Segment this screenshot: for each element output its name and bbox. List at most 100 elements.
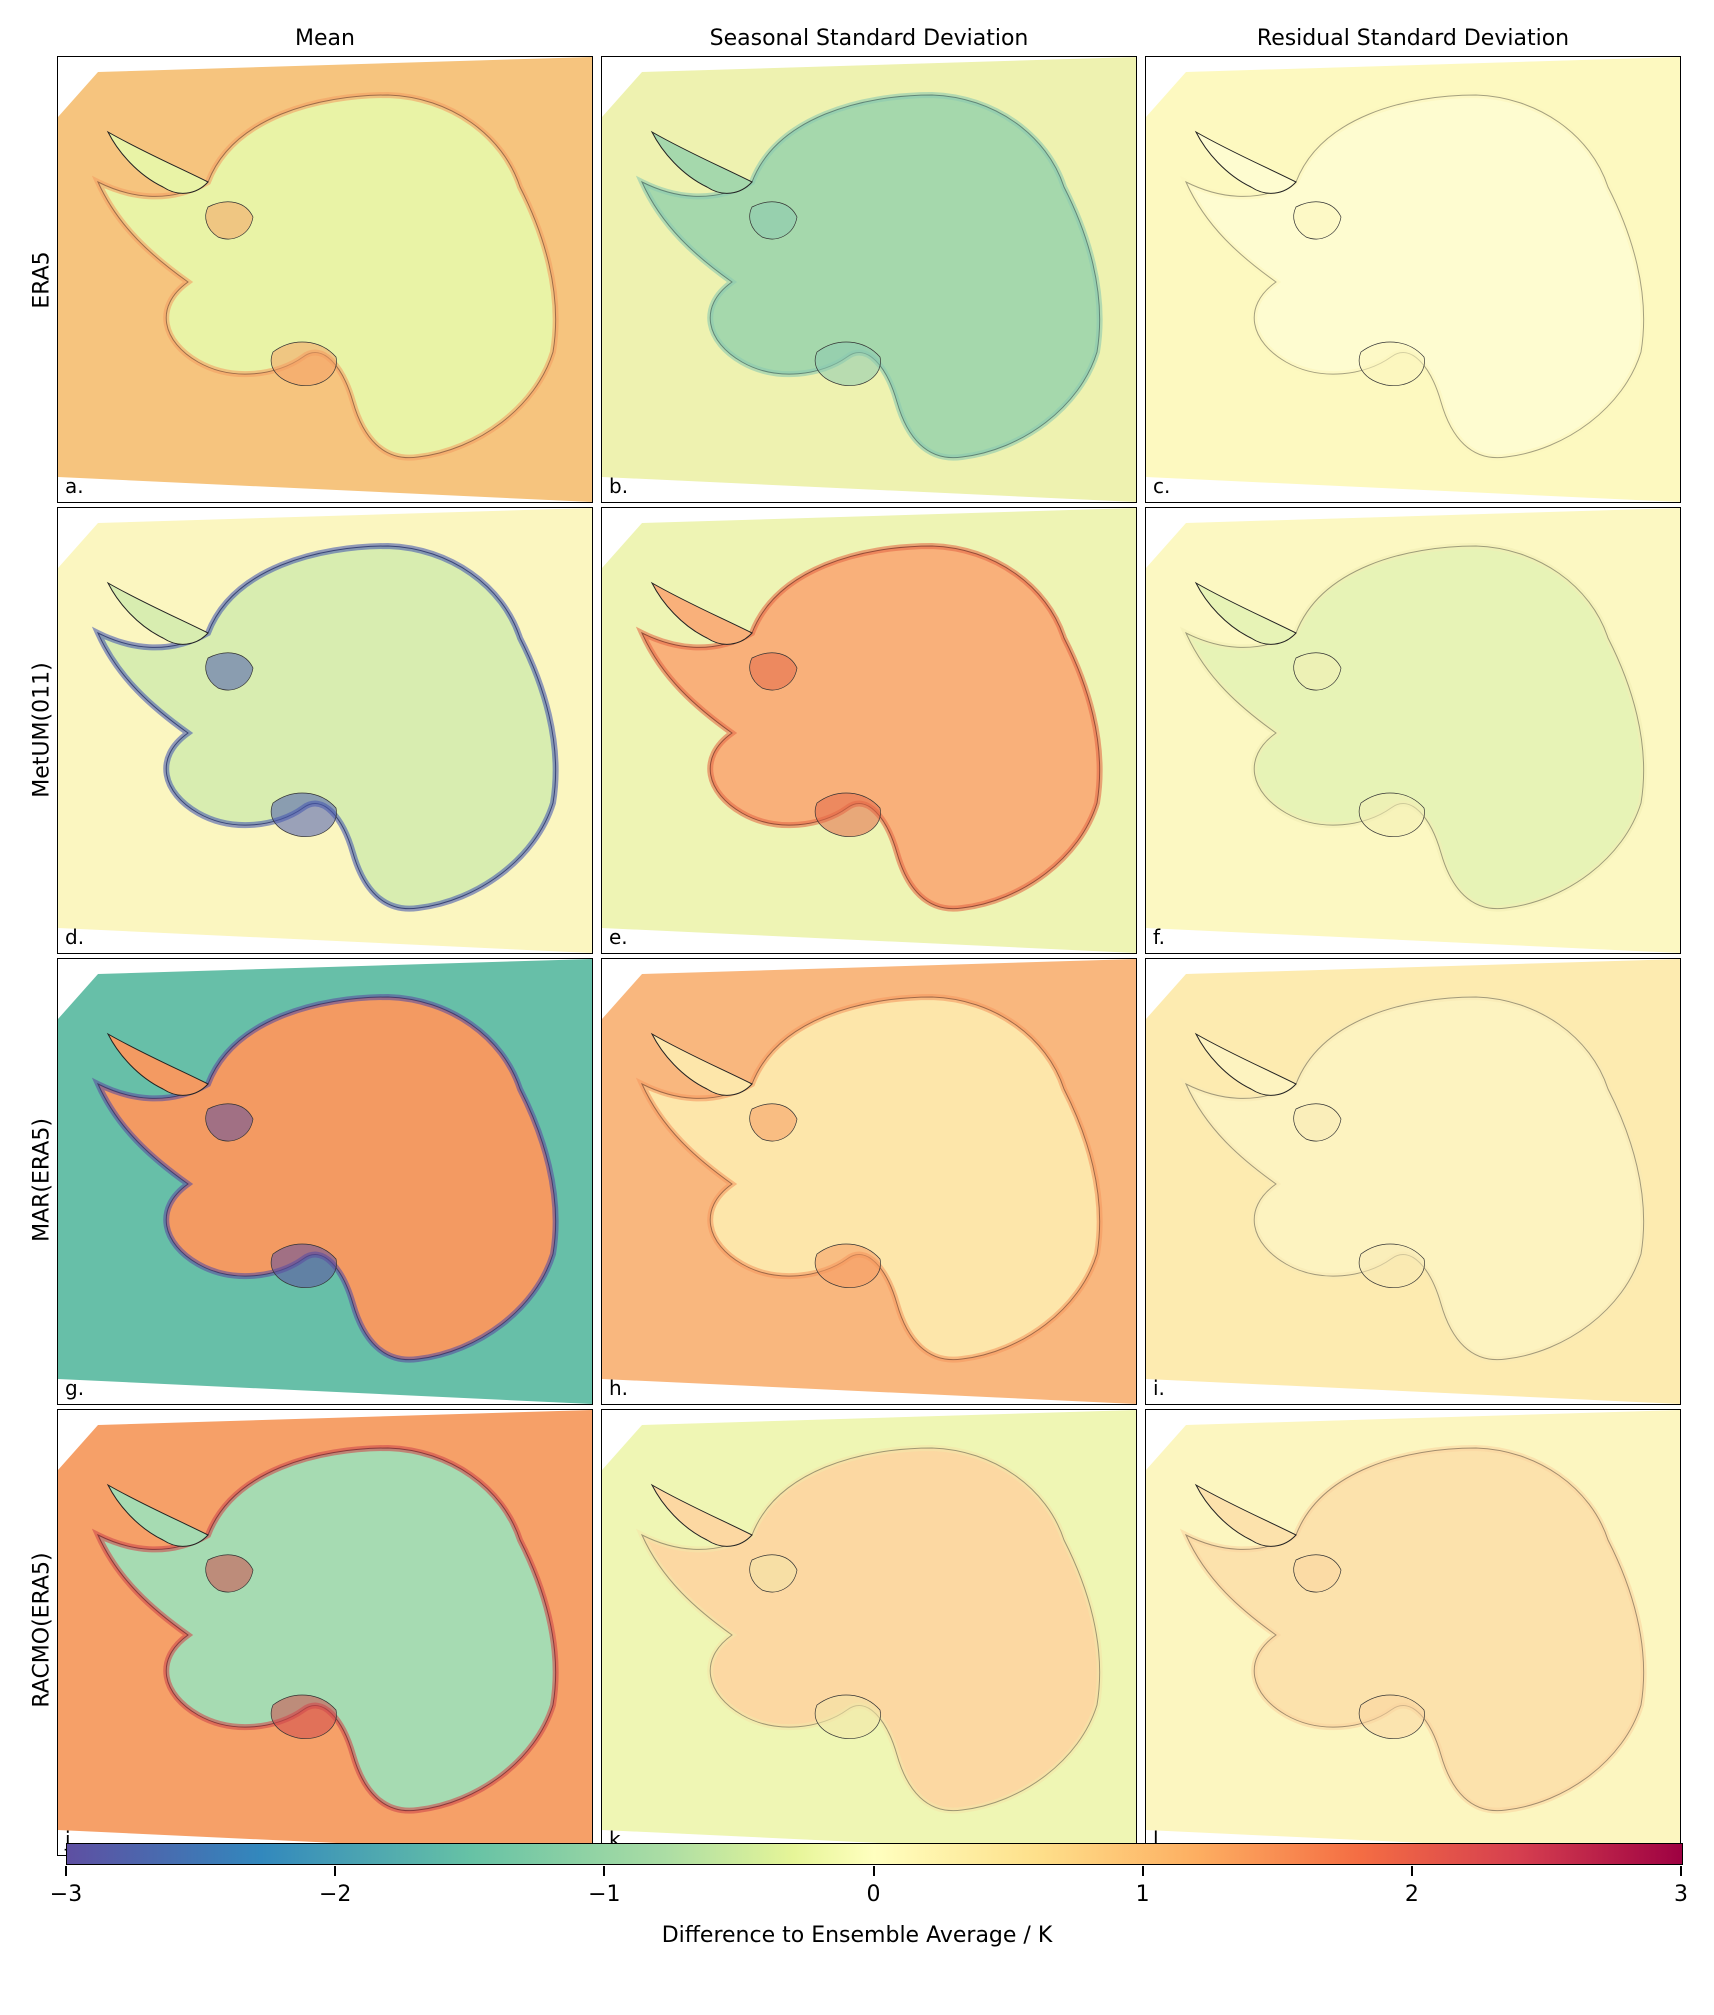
ice-shelf-0	[814, 1694, 881, 1740]
map-panel-c: c.	[1145, 56, 1681, 503]
panel-letter: j.	[65, 1827, 77, 1851]
coastal-edge	[1179, 91, 1647, 461]
map-panel-j: j.	[57, 1409, 593, 1856]
peninsula-shape	[650, 1032, 753, 1096]
ice-shelf-0	[270, 792, 337, 838]
column-title-seasonal-std: Seasonal Standard Deviation	[709, 26, 1029, 51]
ice-shelf-1	[749, 1103, 798, 1142]
coastal-edge	[635, 542, 1103, 912]
colorbar-tick-label: 3	[1674, 1882, 1688, 1907]
ice-shelf-1	[1293, 652, 1342, 691]
panel-letter: l.	[1153, 1827, 1165, 1851]
coastal-edge	[635, 1444, 1103, 1814]
ice-shelf-0	[270, 1243, 337, 1289]
coastal-edge	[1179, 1444, 1647, 1814]
panel-letter: e.	[609, 925, 628, 949]
coastal-edge	[91, 542, 559, 912]
ice-shelf-1	[749, 652, 798, 691]
colorbar-tick-label: −1	[588, 1882, 621, 1907]
ice-shelf-1	[205, 201, 254, 240]
colorbar-tick	[1410, 1866, 1413, 1876]
colorbar-label: Difference to Ensemble Average / K	[661, 1923, 1053, 1948]
map-panel-g: g.	[57, 958, 593, 1405]
antarctica-map	[602, 959, 1136, 1404]
antarctica-map	[1146, 959, 1680, 1404]
peninsula-shape	[106, 1483, 209, 1547]
ice-shelf-1	[1293, 201, 1342, 240]
panel-letter: a.	[65, 474, 84, 498]
ice-shelf-1	[205, 1103, 254, 1142]
ice-shelf-0	[270, 341, 337, 387]
map-panel-d: d.	[57, 507, 593, 954]
ice-shelf-1	[205, 652, 254, 691]
peninsula-shape	[1194, 130, 1297, 194]
antarctica-map	[58, 959, 592, 1404]
peninsula-shape	[106, 130, 209, 194]
row-label-mar: MAR(ERA5)	[29, 1118, 55, 1242]
antarctica-map	[602, 508, 1136, 953]
ice-shelf-0	[1358, 792, 1425, 838]
coastal-edge	[1179, 993, 1647, 1363]
row-label-metum: MetUM(011)	[29, 662, 55, 798]
map-panel-k: k.	[601, 1409, 1137, 1856]
coastal-edge	[635, 91, 1103, 461]
antarctica-map	[1146, 57, 1680, 502]
antarctica-map	[602, 1410, 1136, 1855]
ice-shelf-1	[205, 1554, 254, 1593]
ice-shelf-1	[749, 1554, 798, 1593]
panel-letter: b.	[609, 474, 629, 498]
ice-shelf-0	[1358, 1694, 1425, 1740]
ice-shelf-0	[270, 1694, 337, 1740]
antarctica-map	[602, 57, 1136, 502]
panel-letter: f.	[1153, 925, 1165, 949]
peninsula-shape	[1194, 581, 1297, 645]
colorbar	[66, 1843, 1683, 1865]
ice-shelf-0	[814, 1243, 881, 1289]
peninsula-shape	[1194, 1032, 1297, 1096]
map-panel-i: i.	[1145, 958, 1681, 1405]
colorbar-tick-label: −2	[318, 1882, 352, 1907]
colorbar-tick	[872, 1866, 875, 1876]
peninsula-shape	[650, 581, 753, 645]
antarctica-map	[58, 508, 592, 953]
ice-shelf-0	[1358, 341, 1425, 387]
coastal-edge	[91, 1444, 559, 1814]
panel-letter: i.	[1153, 1376, 1165, 1400]
map-panel-h: h.	[601, 958, 1137, 1405]
antarctica-map	[1146, 1410, 1680, 1855]
row-label-racmo: RACMO(ERA5)	[29, 1552, 55, 1708]
coastal-edge	[1179, 542, 1647, 912]
antarctica-map	[1146, 508, 1680, 953]
colorbar-tick	[603, 1866, 606, 1876]
coastal-edge	[91, 91, 559, 461]
ice-shelf-1	[1293, 1103, 1342, 1142]
colorbar-tick	[65, 1866, 67, 1876]
ice-shelf-1	[1293, 1554, 1342, 1593]
panel-letter: g.	[65, 1376, 85, 1400]
colorbar-tick	[1680, 1866, 1682, 1876]
peninsula-shape	[106, 1032, 209, 1096]
peninsula-shape	[650, 1483, 753, 1547]
map-panel-b: b.	[601, 56, 1137, 503]
colorbar-tick-label: 1	[1135, 1882, 1150, 1907]
map-panel-e: e.	[601, 507, 1137, 954]
map-panel-l: l.	[1145, 1409, 1681, 1856]
peninsula-shape	[650, 130, 753, 194]
colorbar-tick-label: −3	[49, 1882, 83, 1907]
colorbar-tick-label: 0	[866, 1882, 881, 1907]
ice-shelf-0	[1358, 1243, 1425, 1289]
panel-letter: d.	[65, 925, 85, 949]
panel-letter: c.	[1153, 474, 1171, 498]
antarctica-map	[58, 57, 592, 502]
colorbar-tick-label: 2	[1404, 1882, 1419, 1907]
peninsula-shape	[1194, 1483, 1297, 1547]
panel-letter: h.	[609, 1376, 629, 1400]
map-panel-f: f.	[1145, 507, 1681, 954]
ice-shelf-0	[814, 341, 881, 387]
column-title-mean: Mean	[295, 26, 355, 51]
antarctica-map	[58, 1410, 592, 1855]
ice-shelf-0	[814, 792, 881, 838]
column-title-residual-std: Residual Standard Deviation	[1256, 26, 1570, 51]
row-label-era5: ERA5	[29, 251, 55, 309]
colorbar-tick	[1141, 1866, 1144, 1876]
